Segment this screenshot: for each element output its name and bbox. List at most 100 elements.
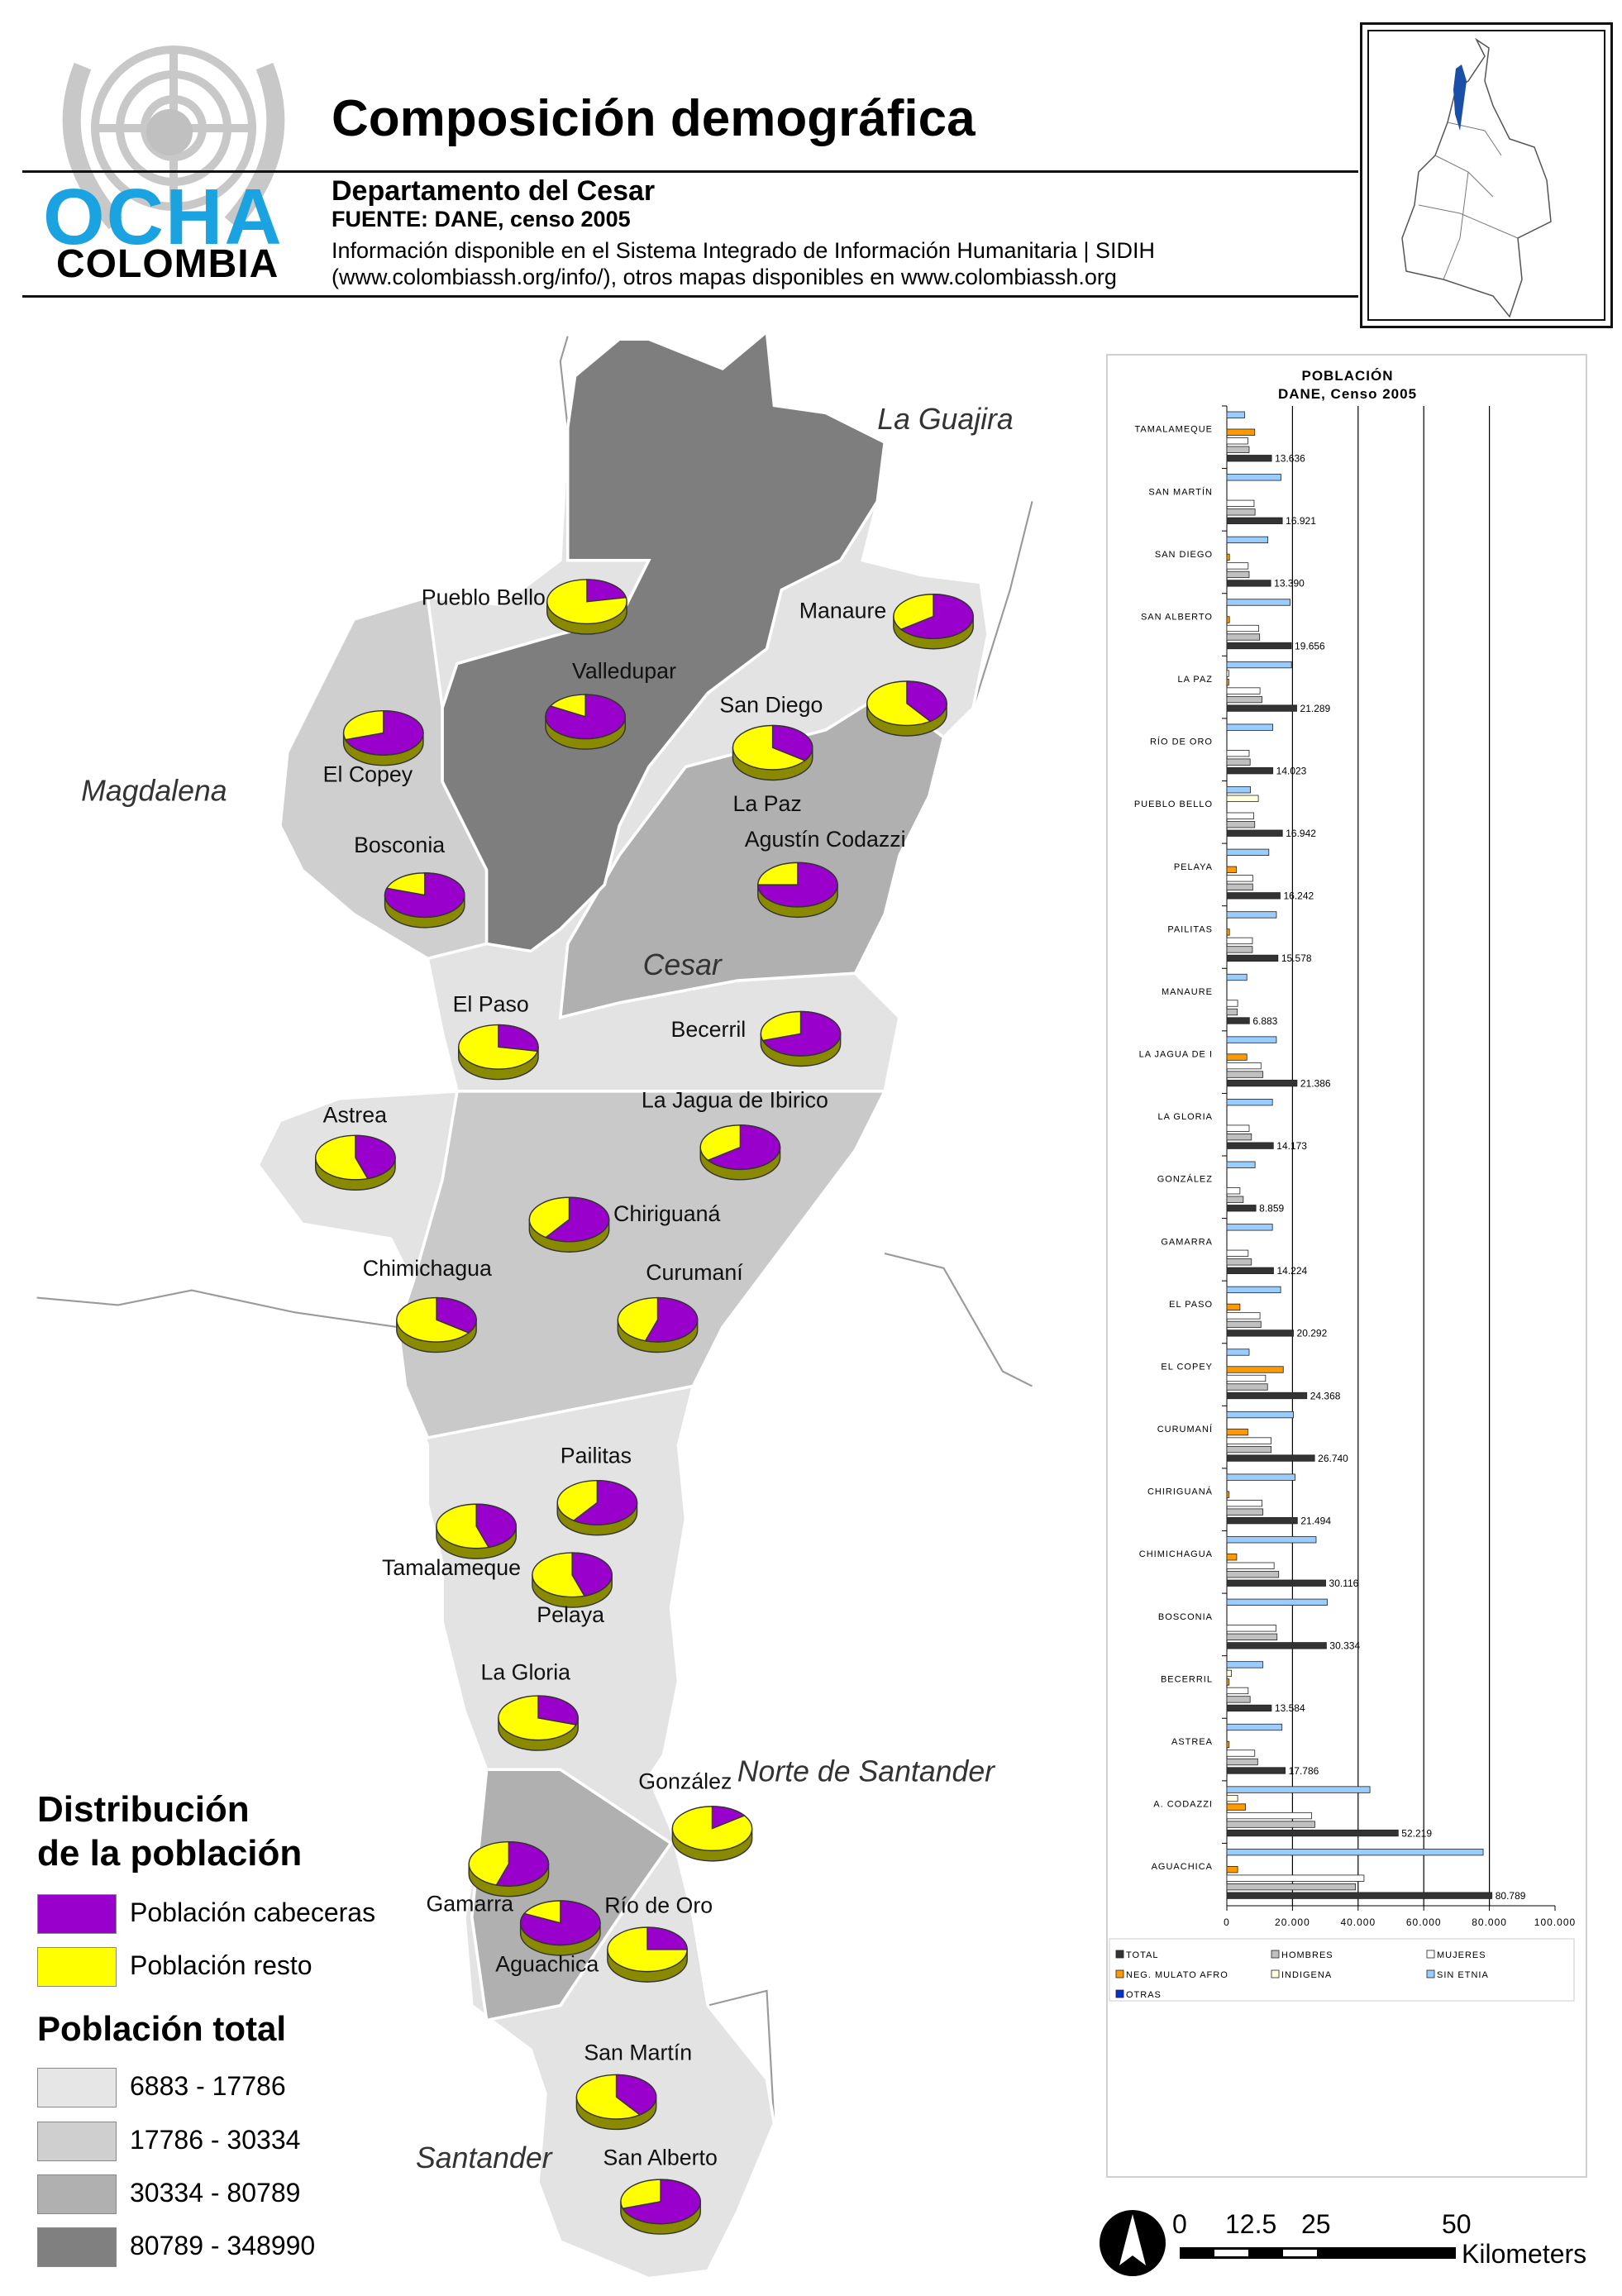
bar-hombres (1226, 1883, 1357, 1891)
bar-hombres (1226, 1383, 1268, 1391)
total-value-label: 13.636 (1275, 453, 1305, 465)
bar-total (1226, 1142, 1274, 1149)
bar-total (1226, 1642, 1327, 1649)
bar-hombres (1226, 570, 1250, 579)
category-label: CHIRIGUANÁ (1147, 1487, 1213, 1497)
category-label: PAILITAS (1167, 924, 1213, 934)
bar-neg-mulato-afro (1226, 1866, 1238, 1874)
total-value-label: 21.289 (1300, 703, 1331, 714)
bar-hombres (1226, 1008, 1238, 1016)
bar-hombres (1226, 1445, 1271, 1453)
bar-sin-etnia (1226, 1723, 1283, 1731)
municipality-label: El Copey (323, 761, 413, 786)
bar-total (1226, 1267, 1274, 1274)
bar-total (1226, 829, 1283, 837)
bar-indigena (1226, 670, 1229, 677)
total-value-label: 6.883 (1252, 1015, 1277, 1027)
bar-hombres (1226, 1696, 1251, 1703)
total-value-label: 24.368 (1310, 1390, 1341, 1401)
bar-mujeres (1226, 499, 1255, 507)
bar-hombres (1226, 1633, 1278, 1640)
total-value-label: 15.578 (1281, 952, 1312, 964)
colombia-logo-text: COLOMBIA (56, 242, 279, 286)
bar-neg-mulato-afro (1226, 1554, 1238, 1561)
pie-manaure (893, 594, 974, 650)
bar-total (1226, 1704, 1272, 1712)
total-value-label: 80.789 (1496, 1890, 1526, 1902)
category-label: LA GLORIA (1158, 1112, 1213, 1122)
x-tick-label: 80.000 (1472, 1917, 1507, 1928)
total-value-label: 17.786 (1289, 1765, 1319, 1777)
colombia-outline (1401, 37, 1552, 318)
municipality-label: Valledupar (572, 658, 676, 683)
bar-hombres (1226, 1320, 1262, 1329)
bar-mujeres (1226, 1187, 1241, 1195)
pie-slice-cabeceras (537, 1695, 579, 1726)
legend-swatch-cabeceras (37, 1894, 117, 1934)
pie-gamarra (468, 1840, 550, 1897)
municipality-label: Curumaní (646, 1260, 743, 1285)
total-value-label: 26.740 (1318, 1453, 1348, 1464)
scale-unit: Kilometers (1462, 2239, 1587, 2269)
total-value-label: 14.023 (1276, 765, 1307, 776)
legend-swatch-class-1 (37, 2068, 117, 2107)
north-arrow-icon (1100, 2210, 1166, 2276)
bar-total (1226, 767, 1274, 775)
municipality-label: San Martín (584, 2041, 692, 2065)
region-valledupar (441, 328, 887, 953)
pie-astrea (315, 1134, 396, 1191)
bar-hombres (1226, 758, 1251, 766)
scale-tick-25: 25 (1301, 2209, 1331, 2239)
category-label: CHIMICHAGUA (1139, 1549, 1213, 1559)
chart-legend-label: HOMBRES (1281, 1950, 1333, 1960)
pie-slice-cabeceras (771, 724, 813, 761)
pie-aguachica (519, 1900, 601, 1956)
pie-slice-cabeceras (761, 1010, 842, 1057)
bar-mujeres (1226, 1749, 1256, 1757)
total-value-label: 14.173 (1276, 1140, 1307, 1152)
bar-hombres (1226, 1821, 1315, 1828)
bar-sin-etnia (1226, 661, 1292, 669)
municipality-label: Bosconia (354, 833, 445, 857)
bar-mujeres (1226, 1374, 1267, 1382)
legend-swatch (1115, 1989, 1124, 1998)
x-tick-label: 0 (1224, 1917, 1230, 1928)
category-label: LA JAGUA DE I (1139, 1050, 1213, 1060)
pie-slice-cabeceras (436, 1296, 477, 1334)
pie-slice-cabeceras (906, 680, 947, 723)
municipality-label: El Paso (453, 992, 529, 1017)
un-emblem-logo (62, 45, 285, 230)
bar-sin-etnia (1226, 723, 1273, 731)
pie-agust-n-codazzi (757, 862, 838, 919)
population-bar-chart: POBLACIÓN DANE, Censo 2005 0 20.000 40.000… (1109, 368, 1575, 2002)
category-label: LA PAZ (1178, 675, 1213, 685)
pie-bosconia (384, 872, 465, 928)
external-borders (36, 336, 1033, 2124)
total-value-label: 16.942 (1286, 828, 1316, 839)
bar-mujeres (1226, 1812, 1312, 1820)
bar-total (1226, 1454, 1315, 1462)
bar-total (1226, 642, 1292, 650)
bar-mujeres (1226, 687, 1261, 695)
bar-mujeres (1226, 1312, 1261, 1320)
category-label: PUEBLO BELLO (1134, 800, 1213, 809)
bar-mujeres (1226, 624, 1259, 632)
category-label: SAN ALBERTO (1141, 612, 1213, 622)
chart-legend-label: OTRAS (1126, 1990, 1162, 2000)
bar-sin-etnia (1226, 1849, 1484, 1856)
legend-swatch (1115, 1950, 1124, 1959)
scale-tick-12-5: 12.5 (1225, 2209, 1277, 2239)
total-value-label: 14.224 (1276, 1265, 1307, 1277)
category-label: ASTREA (1171, 1737, 1213, 1747)
total-value-label: 13.584 (1275, 1702, 1305, 1714)
municipality-label: La Gloria (480, 1659, 570, 1684)
scale-bar (1180, 2247, 1456, 2259)
bar-hombres (1226, 1508, 1264, 1516)
legend-swatch-resto (37, 1947, 117, 1987)
category-label: RÍO DE ORO (1150, 737, 1213, 747)
category-label: EL PASO (1169, 1300, 1213, 1310)
municipality-label: Tamalameque (382, 1555, 521, 1580)
bar-total (1226, 954, 1279, 962)
bar-neg-mulato-afro (1226, 1803, 1247, 1811)
